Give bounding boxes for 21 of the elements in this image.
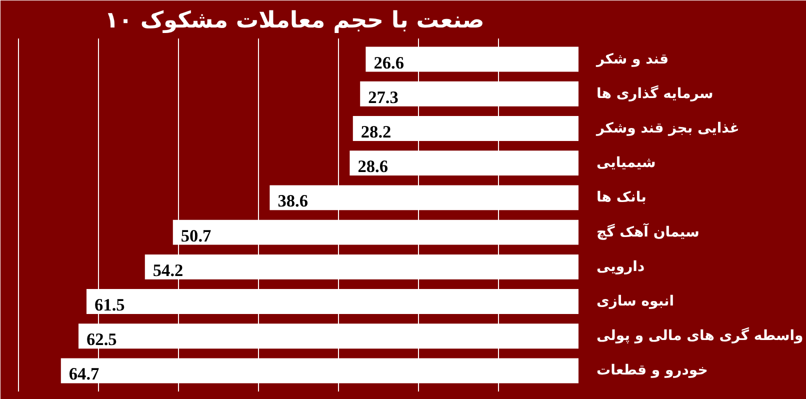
data-label: 26.6 xyxy=(374,53,404,72)
y-tick-label: غذایی بجز قند وشکر xyxy=(596,120,740,136)
data-label: 50.7 xyxy=(180,226,212,246)
data-label: 61.5 xyxy=(94,296,126,315)
y-tick-label: سیمان آهک گچ xyxy=(596,222,700,240)
data-label: 28.6 xyxy=(358,157,388,176)
data-label: 27.3 xyxy=(368,88,399,107)
y-tick-label: شیمیایی xyxy=(596,155,656,172)
y-tick-label: قند و شکر xyxy=(596,51,669,68)
data-label: 28.2 xyxy=(360,122,392,142)
y-tick-label: دارویی xyxy=(596,258,645,275)
y-tick-label: سرمایه گذاری ها xyxy=(596,84,714,102)
data-label: 54.2 xyxy=(152,260,184,280)
chart-title: ۱۰ صنعت با حجم معاملات مشکوک xyxy=(104,8,484,34)
data-label: 64.7 xyxy=(68,364,100,384)
y-tick-label: خودرو و قطعات xyxy=(596,362,708,379)
y-tick-label: واسطه گری های مالی و پولی xyxy=(596,327,804,344)
data-label: 62.5 xyxy=(86,330,118,350)
data-label: 38.6 xyxy=(278,192,308,211)
y-tick-label: انبوه سازی xyxy=(596,294,674,310)
y-tick-label: بانک ها xyxy=(596,190,646,206)
